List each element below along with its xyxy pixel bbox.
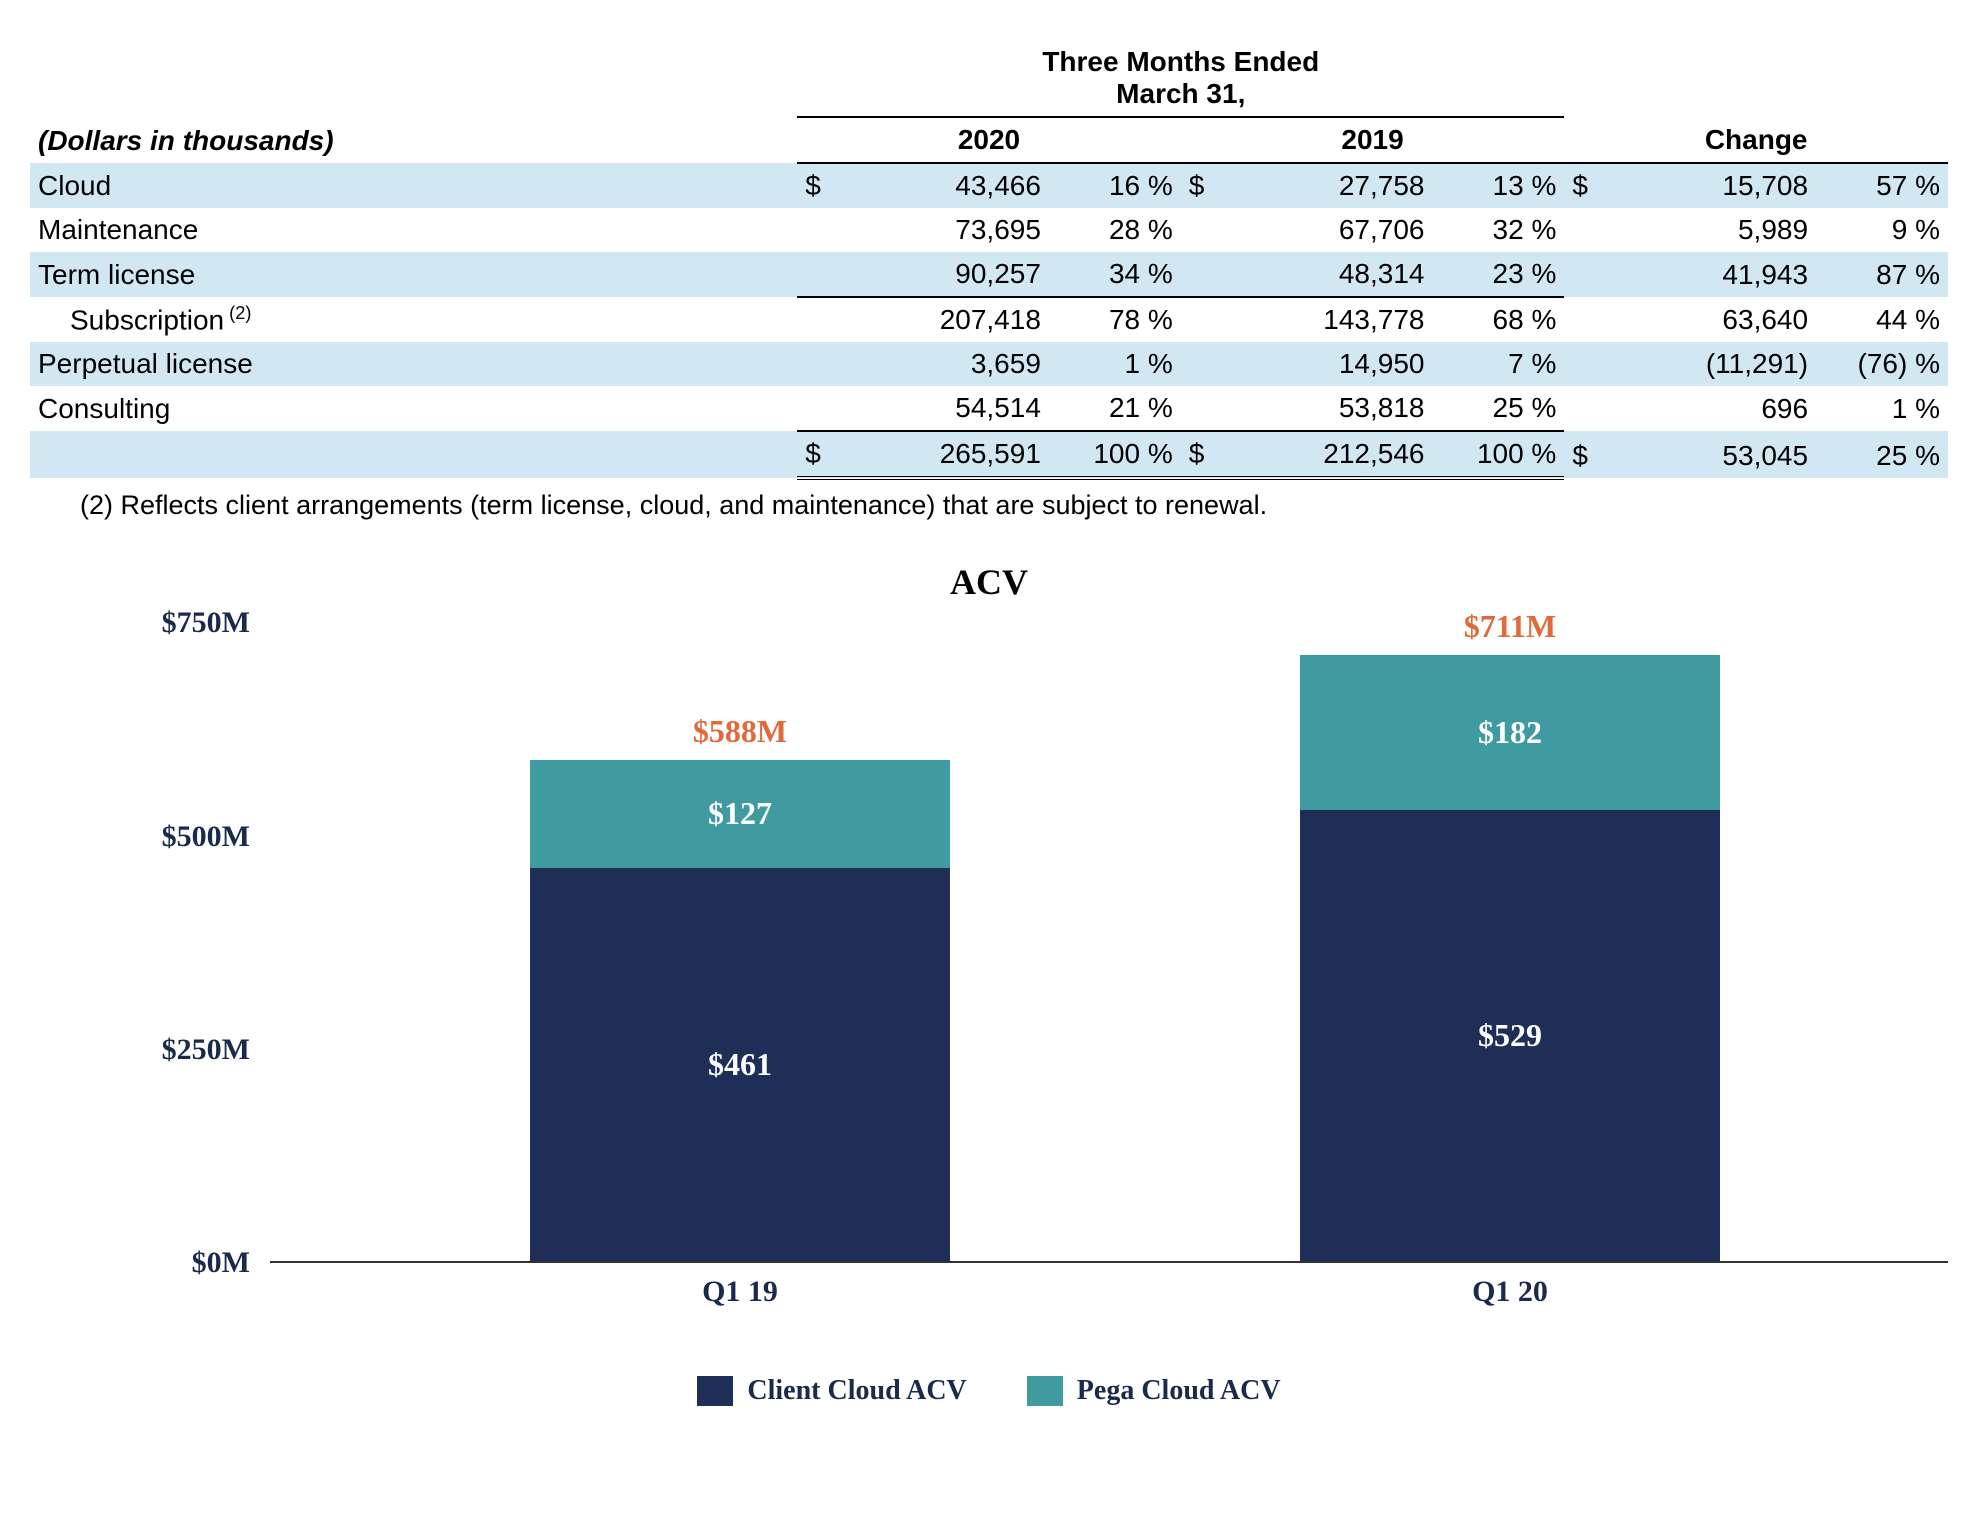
- col-2020: 2020: [797, 117, 1181, 163]
- table-super-header: Three Months Ended March 31,: [797, 40, 1564, 117]
- row-name: Maintenance: [30, 208, 797, 252]
- bar-total-label: $711M: [1300, 608, 1720, 645]
- super-header-text: Three Months Ended March 31,: [1042, 46, 1319, 110]
- row-name: Subscription (2): [30, 297, 797, 342]
- xtick-label: Q1 19: [530, 1275, 950, 1309]
- table-footnote: (2) Reflects client arrangements (term l…: [30, 480, 1948, 521]
- revenue-table: Three Months Ended March 31, (Dollars in…: [30, 40, 1948, 480]
- ytick: $250M: [162, 1033, 250, 1067]
- table-body: Cloud$43,46616 %$27,75813 %$15,70857 %Ma…: [30, 163, 1948, 478]
- ytick: $750M: [162, 606, 250, 640]
- table-total-row: $265,591100 %$212,546100 %$53,04525 %: [30, 431, 1948, 478]
- legend-swatch: [697, 1376, 733, 1406]
- legend-label: Pega Cloud ACV: [1077, 1375, 1281, 1407]
- row-name: Cloud: [30, 163, 797, 208]
- xtick-label: Q1 20: [1300, 1275, 1720, 1309]
- bar-segment-pega: $127: [530, 760, 950, 868]
- row-name: Perpetual license: [30, 342, 797, 386]
- chart-legend: Client Cloud ACV Pega Cloud ACV: [30, 1375, 1948, 1407]
- acv-chart: ACV $0M $250M $500M $750M $461$127 $588M $529…: [30, 561, 1948, 1407]
- legend-item: Client Cloud ACV: [697, 1375, 966, 1407]
- row-name: Term license: [30, 252, 797, 297]
- col-change: Change: [1564, 117, 1948, 163]
- table-row: Cloud$43,46616 %$27,75813 %$15,70857 %: [30, 163, 1948, 208]
- bar-segment-client: $529: [1300, 810, 1720, 1261]
- legend-swatch: [1027, 1376, 1063, 1406]
- bar-total-label: $588M: [530, 713, 950, 750]
- chart-plot: $461$127$588M$529$182$711M: [270, 623, 1948, 1263]
- ytick: $500M: [162, 820, 250, 854]
- ytick: $0M: [192, 1246, 250, 1280]
- table-row: Subscription (2)207,41878 %143,77868 %63…: [30, 297, 1948, 342]
- chart-xaxis: Q1 19 Q1 20: [270, 1275, 1948, 1315]
- legend-item: Pega Cloud ACV: [1027, 1375, 1281, 1407]
- table-row: Term license90,25734 %48,31423 %41,94387…: [30, 252, 1948, 297]
- bar-segment-client: $461: [530, 868, 950, 1261]
- legend-label: Client Cloud ACV: [747, 1375, 966, 1407]
- table-row: Consulting54,51421 %53,81825 %6961 %: [30, 386, 1948, 431]
- col-2019: 2019: [1181, 117, 1565, 163]
- row-name: Consulting: [30, 386, 797, 431]
- chart-yaxis: $0M$250M$500M$750M: [30, 623, 270, 1263]
- bar-segment-pega: $182: [1300, 655, 1720, 810]
- footnote-ref: (2): [224, 303, 251, 323]
- table-row: Perpetual license3,6591 %14,9507 %(11,29…: [30, 342, 1948, 386]
- table-caption: (Dollars in thousands): [30, 117, 797, 163]
- table-row: Maintenance73,69528 %67,70632 %5,9899 %: [30, 208, 1948, 252]
- chart-title: ACV: [30, 561, 1948, 603]
